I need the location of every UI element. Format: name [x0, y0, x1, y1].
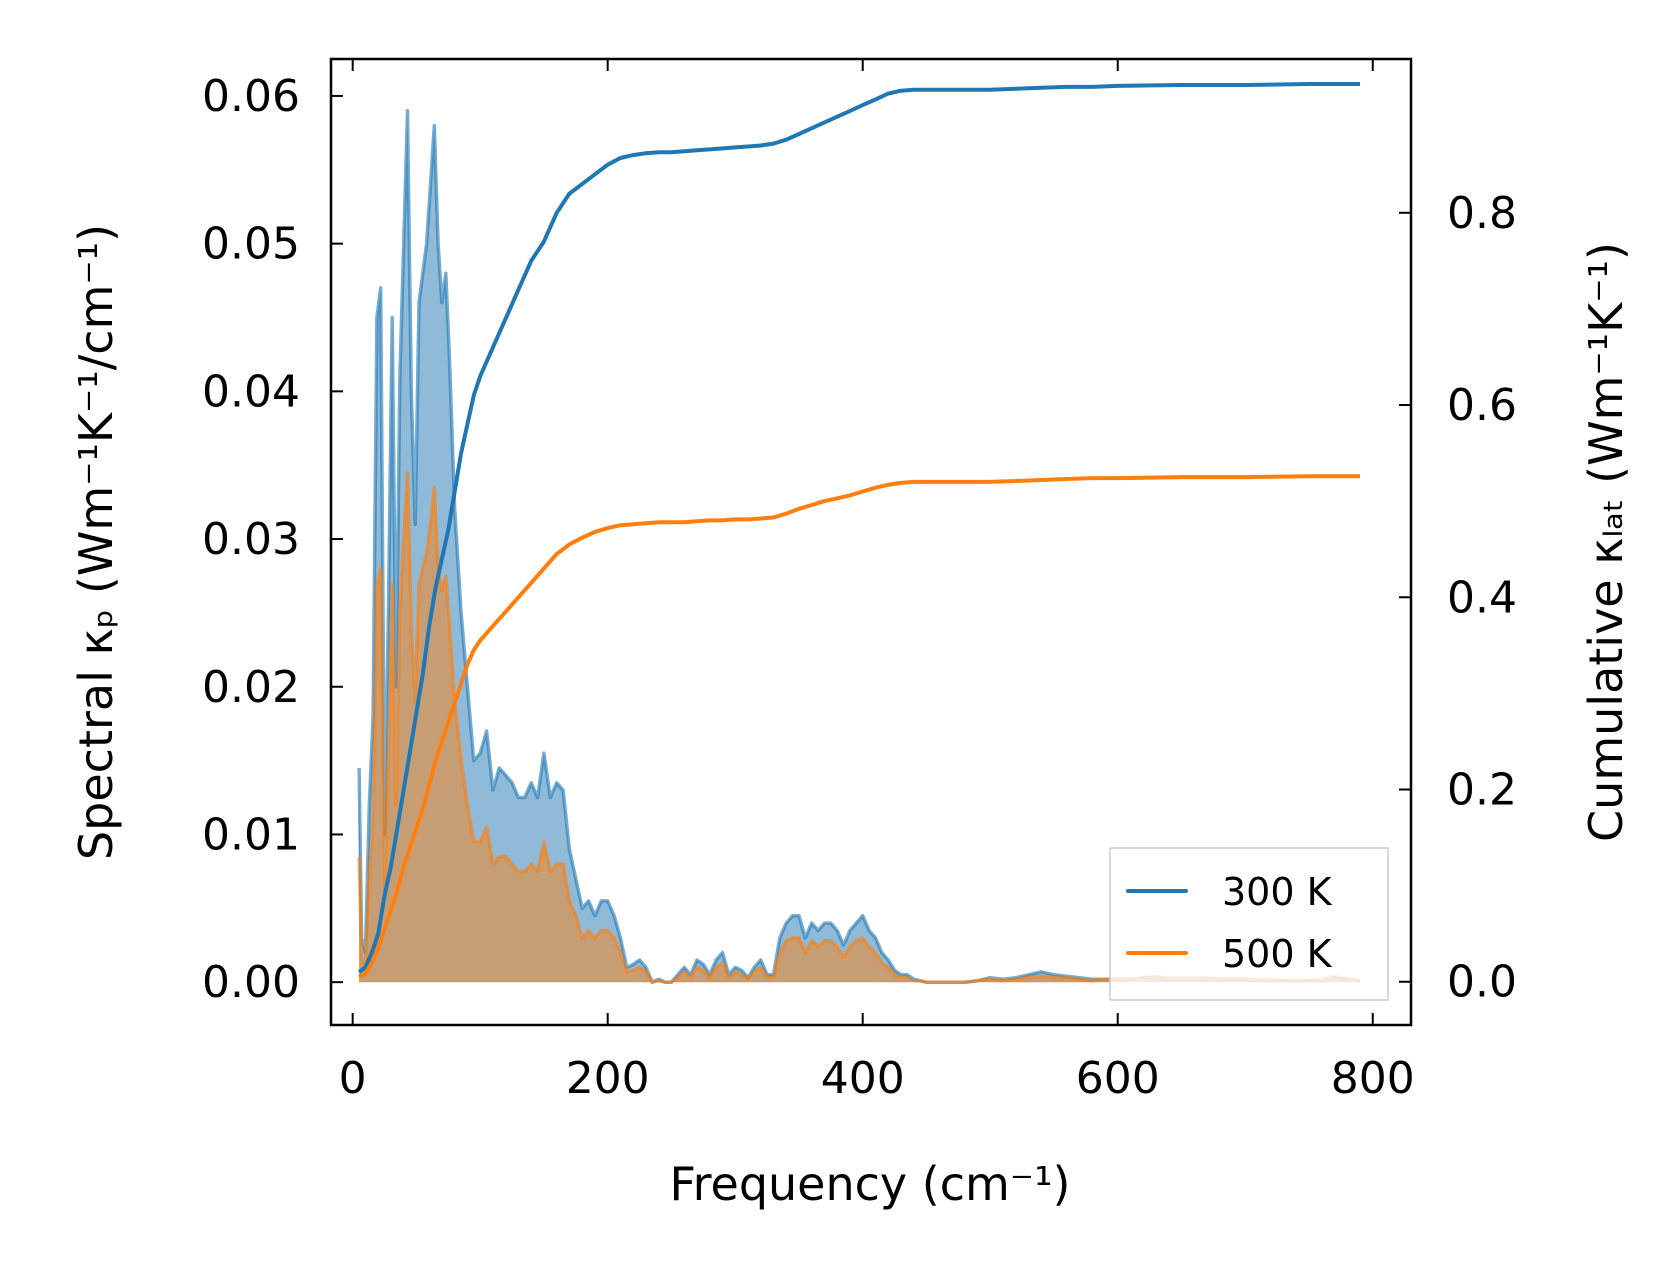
left-y-tick-label: 0.04 [202, 366, 300, 417]
left-y-tick-label: 0.01 [202, 809, 300, 860]
plot-frame [329, 57, 1413, 1027]
left-y-tick-label: 0.05 [202, 219, 300, 270]
x-tick-label: 800 [1331, 1053, 1415, 1104]
legend-box [1109, 847, 1389, 1001]
left-y-axis-title: Spectral κₚ (Wm⁻¹K⁻¹/cm⁻¹) [69, 224, 123, 860]
right-y-tick-label: 0.6 [1447, 380, 1517, 431]
left-y-tick-label: 0.00 [202, 957, 300, 1008]
right-y-tick-label: 0.0 [1447, 957, 1517, 1008]
cumulative-line-500k [358, 474, 1360, 979]
legend: 300 K 500 K [1109, 847, 1389, 1001]
cumulative-line-300k [357, 82, 1360, 974]
right-y-tick-label: 0.4 [1447, 572, 1517, 623]
left-y-tick-label: 0.03 [202, 514, 300, 565]
right-y-tick-label: 0.8 [1447, 188, 1517, 239]
left-y-tick-label: 0.06 [202, 71, 300, 122]
axis-ticks [331, 59, 1411, 1025]
x-tick-label: 200 [566, 1053, 650, 1104]
spectral-fills [357, 108, 1361, 984]
axis-tick-labels: 0 200 400 600 800 0.00 0.01 0.02 0.03 0.04 0.05 0.0… [202, 71, 1517, 1104]
right-y-axis-title: Cumulative κₗₐₜ (Wm⁻¹K⁻¹) [1579, 242, 1633, 842]
cumulative-lines [357, 82, 1360, 979]
x-axis-title: Frequency (cm⁻¹) [670, 1157, 1071, 1211]
x-tick-label: 0 [339, 1053, 367, 1104]
spectral-area-500k [359, 472, 1361, 983]
legend-label-500k: 500 K [1222, 932, 1333, 976]
left-y-tick-label: 0.02 [202, 662, 300, 713]
right-y-tick-label: 0.2 [1447, 765, 1517, 816]
spectral-edge-500k [357, 470, 1361, 984]
legend-label-300k: 300 K [1222, 870, 1333, 914]
x-tick-label: 600 [1076, 1053, 1160, 1104]
x-tick-label: 400 [821, 1053, 905, 1104]
